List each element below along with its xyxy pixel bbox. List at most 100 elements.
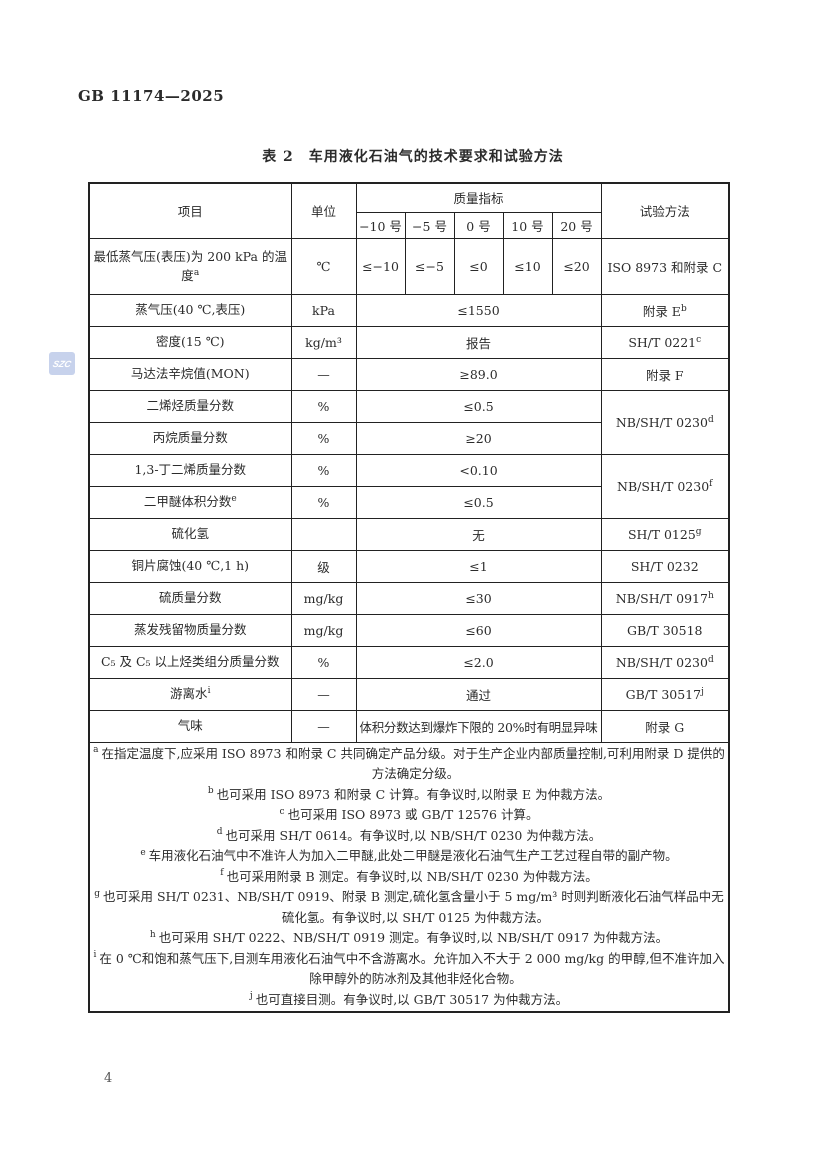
item-cell: 硫质量分数 bbox=[88, 581, 292, 615]
footnote-letter: g bbox=[94, 888, 100, 899]
col-header-unit: 单位 bbox=[290, 182, 357, 239]
item-cell: 蒸发残留物质量分数 bbox=[88, 613, 292, 647]
item-cell: 游离水i bbox=[88, 677, 292, 711]
unit-cell: — bbox=[290, 677, 357, 711]
value-cell: ≤0.5 bbox=[355, 389, 602, 423]
item-cell: 马达法辛烷值(MON) bbox=[88, 357, 292, 391]
footnote: g 也可采用 SH/T 0231、NB/SH/T 0919、附录 B 测定,硫化氢… bbox=[92, 887, 726, 928]
value-cell: <0.10 bbox=[355, 453, 602, 487]
unit-cell: % bbox=[290, 645, 357, 679]
value-cell: ≥20 bbox=[355, 421, 602, 455]
value-cell: ≤1 bbox=[355, 549, 602, 583]
item-cell: 蒸气压(40 ℃,表压) bbox=[88, 293, 292, 327]
unit-cell: — bbox=[290, 357, 357, 391]
footnote-cell: a 在指定温度下,应采用 ISO 8973 和附录 C 共同确定产品分级。对于生产… bbox=[88, 741, 730, 1013]
method-cell: GB/T 30518 bbox=[600, 613, 730, 647]
method-cell: SH/T 0221c bbox=[600, 325, 730, 359]
table-title: 表 2 车用液化石油气的技术要求和试验方法 bbox=[262, 149, 564, 165]
method-cell: NB/SH/T 0230d bbox=[600, 645, 730, 679]
footnote-ref: f bbox=[709, 478, 713, 489]
value-cell: ≤1550 bbox=[355, 293, 602, 327]
table-row: 硫质量分数 mg/kg ≤30 NB/SH/T 0917h bbox=[88, 581, 730, 615]
footnote: j 也可直接目测。有争议时,以 GB/T 30517 为仲裁方法。 bbox=[92, 990, 726, 1011]
item-cell: 硫化氢 bbox=[88, 517, 292, 551]
item-cell: 密度(15 ℃) bbox=[88, 325, 292, 359]
table-row: 二甲醚体积分数e% ≤0.5 bbox=[88, 485, 729, 519]
spec-table: 项目 单位 质量指标 试验方法 −10 号 −5 号 0 号 10 号 20 号… bbox=[88, 182, 731, 1013]
grade-header: −10 号 bbox=[355, 211, 406, 239]
standard-number: GB 11174—2025 bbox=[78, 87, 225, 105]
footnote-ref: g bbox=[695, 526, 702, 537]
table-row: 硫化氢 无 SH/T 0125g bbox=[88, 517, 730, 551]
unit-cell: kg/m³ bbox=[290, 325, 357, 359]
item-cell: 二甲醚体积分数e bbox=[88, 485, 292, 519]
watermark-text: SZC bbox=[51, 358, 73, 369]
footnote-letter: i bbox=[93, 950, 97, 961]
footnote-text: 也可采用附录 B 测定。有争议时,以 NB/SH/T 0230 为仲裁方法。 bbox=[226, 868, 598, 884]
header-row-1: 项目 单位 质量指标 试验方法 bbox=[88, 182, 730, 239]
item-cell: 最低蒸气压(表压)为 200 kPa 的温度a bbox=[88, 237, 292, 295]
unit-cell: % bbox=[290, 453, 357, 487]
unit-cell: 级 bbox=[290, 549, 357, 583]
item-cell: 二烯烃质量分数 bbox=[88, 389, 292, 423]
footnote-ref: i bbox=[207, 686, 211, 697]
col-header-quality-index: 质量指标 bbox=[355, 182, 602, 213]
value-cell: ≤−5 bbox=[404, 237, 455, 295]
footnote-letter: f bbox=[220, 868, 224, 879]
grade-header: 10 号 bbox=[502, 211, 553, 239]
grade-header: 20 号 bbox=[551, 211, 602, 239]
footnote-letter: h bbox=[149, 929, 156, 940]
footnote: e 车用液化石油气中不准许人为加入二甲醚,此处二甲醚是液化石油气生产工艺过程自带的… bbox=[92, 846, 726, 867]
footnote: h 也可采用 SH/T 0222、NB/SH/T 0919 测定。有争议时,以 N… bbox=[92, 928, 726, 949]
footnote-text: 也可采用 ISO 8973 或 GB/T 12576 计算。 bbox=[287, 807, 539, 822]
value-cell: ≤20 bbox=[551, 237, 602, 295]
method-cell: SH/T 0232 bbox=[600, 549, 730, 583]
footnote: b 也可采用 ISO 8973 和附录 C 计算。有争议时,以附录 E 为仲裁方法… bbox=[92, 785, 726, 806]
unit-cell bbox=[290, 517, 357, 551]
value-cell: ≤60 bbox=[355, 613, 602, 647]
footnote-letter: j bbox=[249, 991, 253, 1002]
footnote-ref: c bbox=[696, 334, 702, 345]
table-row: 蒸气压(40 ℃,表压) kPa ≤1550 附录 Eb bbox=[88, 293, 730, 327]
item-cell: 丙烷质量分数 bbox=[88, 421, 292, 455]
footnote-text: 也可采用 SH/T 0614。有争议时,以 NB/SH/T 0230 为仲裁方法… bbox=[225, 827, 602, 843]
method-cell: 附录 G bbox=[600, 709, 730, 743]
value-cell: ≤30 bbox=[355, 581, 602, 615]
unit-cell: % bbox=[290, 421, 357, 455]
unit-cell: ℃ bbox=[290, 237, 357, 295]
footnote: d 也可采用 SH/T 0614。有争议时,以 NB/SH/T 0230 为仲裁方… bbox=[92, 826, 726, 847]
footnote: c 也可采用 ISO 8973 或 GB/T 12576 计算。 bbox=[92, 805, 726, 826]
item-cell: 铜片腐蚀(40 ℃,1 h) bbox=[88, 549, 292, 583]
method-cell: NB/SH/T 0230d bbox=[600, 389, 730, 455]
table-row: 二烯烃质量分数% ≤0.5 NB/SH/T 0230d bbox=[88, 389, 730, 455]
value-cell: ≤2.0 bbox=[355, 645, 602, 679]
value-cell: ≤10 bbox=[502, 237, 553, 295]
table-row: 最低蒸气压(表压)为 200 kPa 的温度a ℃ ≤−10 ≤−5 ≤0 ≤10 ≤20 I… bbox=[88, 237, 730, 295]
table-row: 丙烷质量分数% ≥20 bbox=[88, 421, 729, 455]
footnote-text: 在 0 ℃和饱和蒸气压下,目测车用液化石油气中不含游离水。允许加入不大于 2 0… bbox=[99, 950, 725, 987]
footnote-row: a 在指定温度下,应采用 ISO 8973 和附录 C 共同确定产品分级。对于生产… bbox=[88, 741, 730, 1013]
footnote: f 也可采用附录 B 测定。有争议时,以 NB/SH/T 0230 为仲裁方法。 bbox=[92, 867, 726, 888]
footnote: a 在指定温度下,应采用 ISO 8973 和附录 C 共同确定产品分级。对于生产… bbox=[92, 744, 726, 785]
table-row: C₅ 及 C₅ 以上烃类组分质量分数% ≤2.0 NB/SH/T 0230d bbox=[88, 645, 730, 679]
method-cell: GB/T 30517j bbox=[600, 677, 730, 711]
footnote-text: 也可采用 SH/T 0222、NB/SH/T 0919 测定。有争议时,以 NB… bbox=[158, 930, 669, 945]
unit-cell: % bbox=[290, 389, 357, 423]
value-cell: ≤0 bbox=[453, 237, 504, 295]
footnote-letter: e bbox=[140, 847, 146, 858]
item-cell: 1,3-丁二烯质量分数 bbox=[88, 453, 292, 487]
header-row-2: −10 号 −5 号 0 号 10 号 20 号 bbox=[89, 211, 729, 239]
value-cell: ≥89.0 bbox=[355, 357, 602, 391]
footnote-ref: j bbox=[701, 686, 704, 697]
footnote-ref: e bbox=[231, 494, 237, 505]
method-cell: ISO 8973 和附录 C bbox=[600, 237, 730, 295]
col-header-item: 项目 bbox=[88, 182, 292, 239]
method-cell: NB/SH/T 0917h bbox=[600, 581, 730, 615]
unit-cell: — bbox=[290, 709, 357, 743]
footnote-ref: d bbox=[707, 414, 714, 425]
method-cell: NB/SH/T 0230f bbox=[600, 453, 730, 519]
table-row: 铜片腐蚀(40 ℃,1 h) 级 ≤1 SH/T 0232 bbox=[88, 549, 730, 583]
footnote-ref: a bbox=[193, 267, 200, 278]
